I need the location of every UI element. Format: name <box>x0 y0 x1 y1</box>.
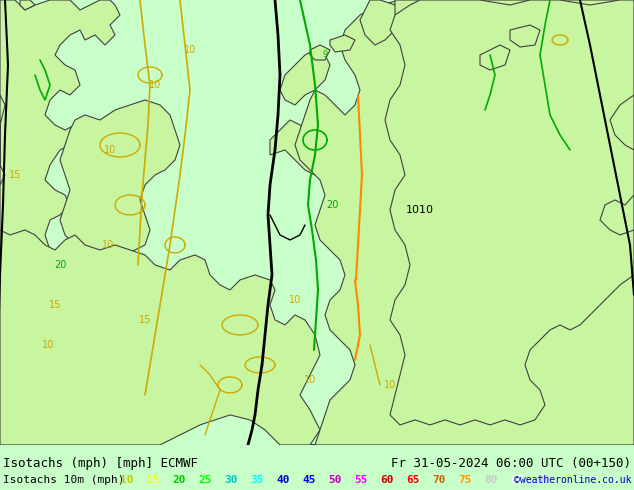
Polygon shape <box>480 45 510 70</box>
Text: 40: 40 <box>276 475 290 485</box>
Polygon shape <box>0 0 120 425</box>
Text: 15: 15 <box>139 315 151 325</box>
Polygon shape <box>60 100 180 335</box>
Polygon shape <box>395 0 430 20</box>
Polygon shape <box>385 0 634 425</box>
Text: 10: 10 <box>104 145 116 155</box>
Text: 35: 35 <box>250 475 264 485</box>
Text: 10: 10 <box>304 375 316 385</box>
Polygon shape <box>330 35 355 52</box>
Text: 1010: 1010 <box>406 205 434 215</box>
Text: ©weatheronline.co.uk: ©weatheronline.co.uk <box>514 475 631 485</box>
Polygon shape <box>0 230 320 445</box>
Text: 10: 10 <box>149 80 161 90</box>
Text: Fr 31-05-2024 06:00 UTC (00+150): Fr 31-05-2024 06:00 UTC (00+150) <box>391 457 631 470</box>
Text: 10: 10 <box>42 340 54 350</box>
Text: 80: 80 <box>484 475 498 485</box>
Text: 50: 50 <box>328 475 342 485</box>
Text: 55: 55 <box>354 475 368 485</box>
Text: Isotachs 10m (mph): Isotachs 10m (mph) <box>3 475 124 485</box>
Polygon shape <box>280 50 330 105</box>
Text: 15: 15 <box>146 475 160 485</box>
Text: 20: 20 <box>54 260 66 270</box>
Text: 65: 65 <box>406 475 420 485</box>
Text: 10: 10 <box>384 380 396 390</box>
Text: 85: 85 <box>510 475 524 485</box>
Text: 25: 25 <box>198 475 212 485</box>
Polygon shape <box>20 0 35 10</box>
Text: 15: 15 <box>9 170 21 180</box>
Text: 70: 70 <box>432 475 446 485</box>
Polygon shape <box>430 0 465 17</box>
Polygon shape <box>310 45 330 60</box>
Text: 30: 30 <box>224 475 238 485</box>
Text: 20: 20 <box>326 200 338 210</box>
Text: 10: 10 <box>289 295 301 305</box>
Text: 9: 9 <box>322 50 328 59</box>
Text: 60: 60 <box>380 475 394 485</box>
Polygon shape <box>360 0 400 45</box>
Polygon shape <box>295 0 634 445</box>
Text: 20: 20 <box>172 475 186 485</box>
Polygon shape <box>510 25 540 47</box>
Text: 10: 10 <box>184 45 196 55</box>
Text: 10: 10 <box>120 475 134 485</box>
Text: 45: 45 <box>302 475 316 485</box>
Polygon shape <box>270 120 330 175</box>
Text: 75: 75 <box>458 475 472 485</box>
Text: 10: 10 <box>102 240 114 250</box>
Polygon shape <box>0 95 5 185</box>
Text: 90: 90 <box>536 475 550 485</box>
Text: Isotachs (mph) [mph] ECMWF: Isotachs (mph) [mph] ECMWF <box>3 457 198 470</box>
Text: 15: 15 <box>49 300 61 310</box>
